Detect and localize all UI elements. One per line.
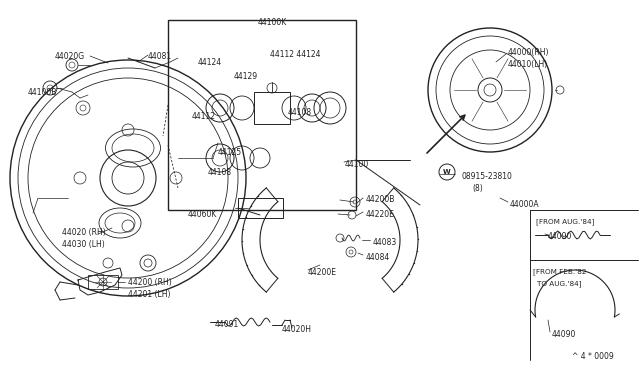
Text: 44091: 44091 (215, 320, 239, 329)
Text: 44124: 44124 (198, 58, 222, 67)
Text: 44200E: 44200E (308, 268, 337, 277)
Text: 44000(RH): 44000(RH) (508, 48, 550, 57)
Bar (88, 275, 118, 289)
Text: 44000A: 44000A (510, 200, 540, 209)
Text: (8): (8) (472, 184, 483, 193)
Bar (168, 20, 356, 210)
Text: 44100K: 44100K (258, 18, 287, 27)
Bar (238, 198, 283, 218)
Text: 44020H: 44020H (282, 325, 312, 334)
Bar (254, 92, 290, 124)
Text: 44100: 44100 (345, 160, 369, 169)
Text: 44090: 44090 (552, 330, 577, 339)
Text: ^ 4 * 0009: ^ 4 * 0009 (572, 352, 614, 361)
Text: 44010(LH): 44010(LH) (508, 60, 548, 69)
Text: 44112 44124: 44112 44124 (270, 50, 321, 59)
Text: 44200B: 44200B (366, 195, 396, 204)
Text: 44020 (RH): 44020 (RH) (62, 228, 106, 237)
Text: 44129: 44129 (234, 72, 258, 81)
Text: 44108: 44108 (208, 168, 232, 177)
Text: 44083: 44083 (373, 238, 397, 247)
Text: 44081: 44081 (148, 52, 172, 61)
Text: 44200 (RH): 44200 (RH) (128, 278, 172, 287)
Text: 44060K: 44060K (188, 210, 218, 219)
Text: 44108: 44108 (288, 108, 312, 117)
Text: 44201 (LH): 44201 (LH) (128, 290, 170, 299)
Text: 44220E: 44220E (366, 210, 395, 219)
Text: 44100B: 44100B (28, 88, 58, 97)
Text: [FROM FEB.'82: [FROM FEB.'82 (533, 268, 586, 275)
Text: 44112: 44112 (192, 112, 216, 121)
Text: 44030 (LH): 44030 (LH) (62, 240, 105, 249)
Text: 44090: 44090 (548, 232, 572, 241)
Text: [FROM AUG.'84]: [FROM AUG.'84] (536, 218, 595, 225)
Text: 44020G: 44020G (55, 52, 85, 61)
Text: 44125: 44125 (218, 148, 242, 157)
Text: 44084: 44084 (366, 253, 390, 262)
Text: TO AUG.'84]: TO AUG.'84] (537, 280, 582, 287)
Text: 08915-23810: 08915-23810 (462, 172, 513, 181)
Text: W: W (443, 169, 451, 175)
